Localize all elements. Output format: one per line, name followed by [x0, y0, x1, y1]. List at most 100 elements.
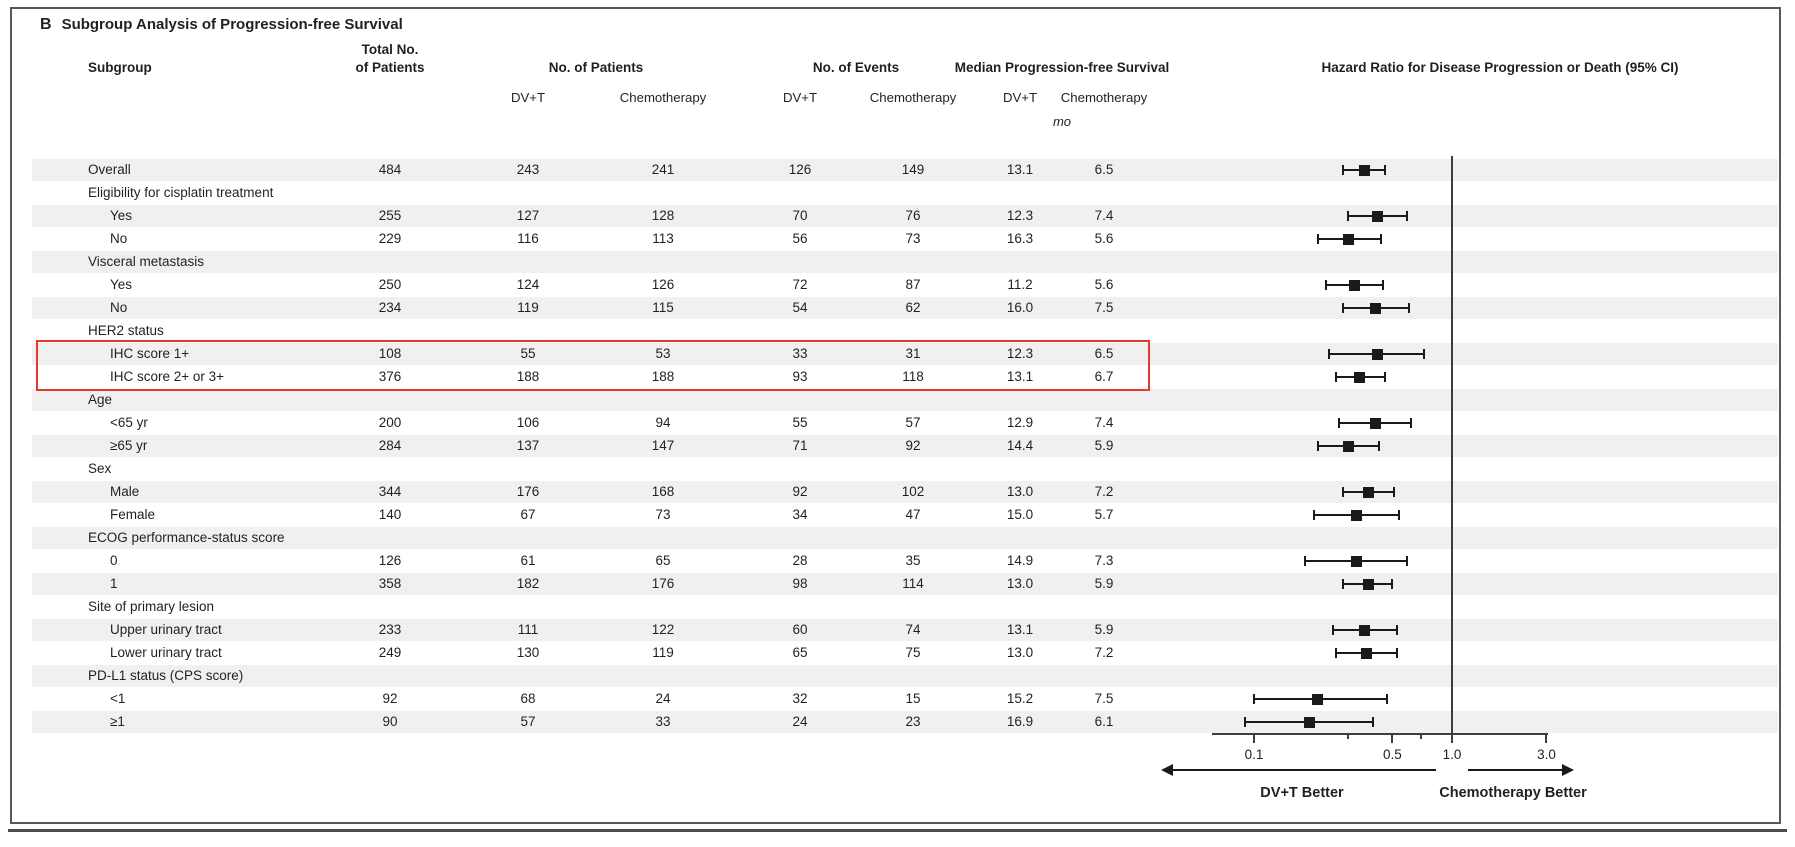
- cell-median-chemo: 7.3: [1094, 553, 1114, 568]
- row-band: [32, 251, 1778, 273]
- figure-title-text: Subgroup Analysis of Progression-free Su…: [61, 16, 403, 33]
- subgroup-label: No: [110, 300, 128, 315]
- cell-chemo-patients: 73: [655, 507, 671, 522]
- group-header-label: PD-L1 status (CPS score): [88, 668, 244, 683]
- ci-cap-right: [1396, 648, 1399, 658]
- cell-total: 233: [378, 622, 402, 637]
- cell-dvt-events: 65: [792, 645, 808, 660]
- cell-chemo-events: 35: [905, 553, 921, 568]
- cell-chemo-events: 47: [905, 507, 921, 522]
- cell-median-dvt: 12.3: [1006, 208, 1034, 223]
- cell-chemo-patients: 147: [651, 438, 675, 453]
- cell-chemo-patients: 168: [651, 484, 675, 499]
- cell-median-chemo: 6.5: [1094, 162, 1114, 177]
- row-band: [32, 297, 1778, 319]
- row-band: [32, 435, 1778, 457]
- subgroup-label: Male: [110, 484, 140, 499]
- subgroup-label: <65 yr: [110, 415, 148, 430]
- cell-chemo-patients: 65: [655, 553, 671, 568]
- ci-cap-right: [1422, 349, 1425, 359]
- cell-total: 250: [378, 277, 402, 292]
- cell-median-dvt: 16.3: [1006, 231, 1034, 246]
- cell-total: 92: [382, 691, 398, 706]
- cell-median-dvt: 14.4: [1006, 438, 1034, 453]
- cell-median-dvt: 12.3: [1006, 346, 1034, 361]
- ci-cap-left: [1316, 441, 1319, 451]
- cell-dvt-events: 98: [792, 576, 808, 591]
- cell-median-dvt: 12.9: [1006, 415, 1034, 430]
- row-band: [32, 159, 1778, 181]
- cell-chemo-patients: 128: [651, 208, 675, 223]
- cell-dvt-events: 72: [792, 277, 808, 292]
- left-arrow-head-icon: [1161, 764, 1173, 776]
- cell-dvt-patients: 137: [516, 438, 540, 453]
- cell-dvt-events: 32: [792, 691, 808, 706]
- ci-cap-right: [1396, 625, 1399, 635]
- subgroup-label: <1: [110, 691, 126, 706]
- cell-median-chemo: 7.4: [1094, 208, 1114, 223]
- cell-chemo-patients: 33: [655, 714, 671, 729]
- cell-total: 108: [378, 346, 402, 361]
- cell-dvt-patients: 55: [520, 346, 536, 361]
- cell-median-dvt: 15.0: [1006, 507, 1034, 522]
- subgroup-label: 0: [110, 553, 118, 568]
- cell-median-chemo: 7.5: [1094, 691, 1114, 706]
- x-tick-major: [1451, 733, 1453, 743]
- ci-cap-left: [1328, 349, 1331, 359]
- cell-dvt-events: 126: [788, 162, 812, 177]
- subgroup-label: 1: [110, 576, 118, 591]
- figure-border: [10, 7, 1781, 824]
- cell-chemo-patients: 53: [655, 346, 671, 361]
- subgroup-label: IHC score 2+ or 3+: [110, 369, 225, 384]
- col-header-total-1: Total No.: [361, 42, 419, 57]
- subgroup-label: Female: [110, 507, 156, 522]
- col-header-total-2: of Patients: [355, 60, 425, 75]
- cell-total: 249: [378, 645, 402, 660]
- subheader-chemo-median: Chemotherapy: [1060, 90, 1148, 105]
- x-tick-major: [1253, 733, 1255, 743]
- cell-total: 126: [378, 553, 402, 568]
- ci-cap-right: [1393, 487, 1396, 497]
- subgroup-label: IHC score 1+: [110, 346, 190, 361]
- cell-median-chemo: 5.6: [1094, 231, 1114, 246]
- ci-marker: [1363, 578, 1375, 590]
- ci-marker: [1371, 348, 1383, 360]
- subgroup-label: ≥1: [110, 714, 125, 729]
- cell-dvt-patients: 68: [520, 691, 536, 706]
- cell-median-chemo: 6.1: [1094, 714, 1114, 729]
- col-header-hazard-ratio: Hazard Ratio for Disease Progression or …: [1321, 60, 1679, 75]
- cell-dvt-patients: 116: [517, 231, 539, 246]
- col-header-median-pfs: Median Progression-free Survival: [954, 60, 1170, 75]
- ci-cap-left: [1243, 717, 1246, 727]
- ci-cap-right: [1372, 717, 1375, 727]
- subgroup-label: No: [110, 231, 128, 246]
- cell-chemo-events: 102: [901, 484, 925, 499]
- ci-cap-left: [1341, 303, 1344, 313]
- cell-chemo-events: 57: [905, 415, 921, 430]
- cell-total: 234: [378, 300, 402, 315]
- row-band: [32, 619, 1778, 641]
- cell-median-chemo: 5.7: [1094, 507, 1114, 522]
- cell-median-dvt: 13.0: [1006, 484, 1034, 499]
- cell-median-chemo: 7.4: [1094, 415, 1114, 430]
- cell-dvt-patients: 127: [516, 208, 540, 223]
- cell-dvt-events: 92: [792, 484, 808, 499]
- reference-line: [1451, 156, 1453, 733]
- cell-dvt-events: 56: [792, 231, 808, 246]
- cell-chemo-patients: 113: [652, 231, 674, 246]
- cell-dvt-patients: 130: [516, 645, 540, 660]
- right-arrow-line: [1468, 769, 1562, 771]
- ci-marker: [1363, 486, 1375, 498]
- cell-total: 140: [378, 507, 402, 522]
- subheader-dvt-events: DV+T: [782, 90, 818, 105]
- ci-cap-right: [1408, 303, 1411, 313]
- cell-chemo-events: 31: [905, 346, 921, 361]
- group-header-label: Site of primary lesion: [88, 599, 215, 614]
- cell-total: 255: [378, 208, 402, 223]
- ci-cap-left: [1316, 234, 1319, 244]
- ci-cap-right: [1391, 579, 1394, 589]
- x-axis-line: [1212, 733, 1548, 735]
- ci-cap-left: [1324, 280, 1327, 290]
- ci-cap-right: [1384, 165, 1387, 175]
- col-header-no-patients: No. of Patients: [548, 60, 644, 75]
